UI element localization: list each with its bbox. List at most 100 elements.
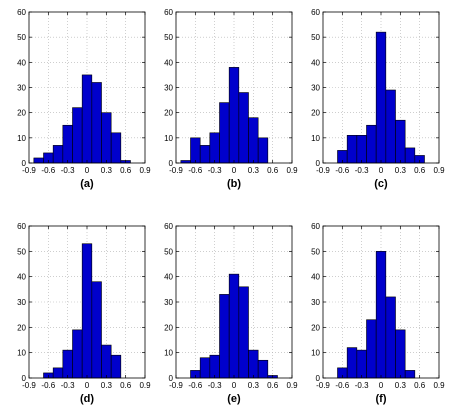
histogram-bar (52, 367, 64, 379)
x-tick-label: 0 (85, 166, 90, 175)
x-tick-label: -0.6 (335, 166, 349, 175)
y-tick-label: 60 (311, 8, 320, 17)
subplot-caption: (c) (374, 178, 388, 190)
x-tick-label: 0.9 (286, 166, 298, 175)
x-tick-label: -0.3 (355, 166, 369, 175)
histogram-bar (219, 102, 230, 164)
y-tick-label: 30 (311, 84, 320, 93)
x-tick-label: -0.6 (188, 381, 202, 390)
x-tick-label: -0.3 (61, 381, 75, 390)
x-tick-label: 0.3 (101, 381, 113, 390)
x-tick-label: -0.6 (41, 381, 55, 390)
x-tick-label: 0.9 (139, 381, 151, 390)
histogram-bar (81, 74, 93, 164)
y-tick-label: 60 (164, 8, 173, 17)
x-tick-label: 0.6 (267, 166, 279, 175)
histogram-bar (346, 135, 358, 164)
y-tick-label: 40 (311, 273, 320, 282)
subplot-caption: (d) (80, 393, 94, 405)
x-tick-label: 0.9 (286, 381, 298, 390)
x-tick-label: -0.6 (335, 381, 349, 390)
histogram-bar (110, 354, 122, 379)
histogram-bar (404, 370, 416, 379)
histogram-bar (52, 145, 64, 164)
y-tick-label: 40 (164, 58, 173, 67)
histogram-bar (366, 124, 377, 164)
histogram-bar (199, 357, 211, 379)
y-tick-label: 10 (164, 134, 173, 143)
histogram-bar (238, 286, 249, 379)
y-tick-label: 50 (17, 33, 26, 42)
histogram-bar (356, 135, 367, 164)
x-tick-label: -0.3 (208, 381, 222, 390)
x-tick-label: 0 (379, 166, 384, 175)
y-tick-label: 60 (17, 8, 26, 17)
x-tick-label: -0.9 (169, 381, 183, 390)
histogram-bar (101, 112, 112, 164)
histogram-bar (219, 294, 230, 379)
x-tick-label: 0.6 (120, 381, 132, 390)
y-tick-label: 0 (316, 159, 321, 168)
y-tick-label: 50 (311, 247, 320, 256)
x-tick-label: 0.6 (414, 381, 426, 390)
y-tick-label: 40 (311, 58, 320, 67)
y-tick-label: 40 (164, 273, 173, 282)
y-tick-label: 40 (17, 58, 26, 67)
histogram-bar (101, 344, 112, 379)
histogram-bar (72, 329, 83, 379)
histogram-bar (33, 157, 44, 164)
histogram-bar (209, 132, 220, 164)
x-tick-label: 0 (85, 381, 90, 390)
x-tick-label: -0.9 (169, 166, 183, 175)
y-tick-label: 30 (311, 298, 320, 307)
x-tick-label: 0 (232, 166, 237, 175)
subplot-a: -0.9 -0.6 -0.3 0 0.3 0.6 0.9 0 10 20 30 40 50 60 (a) (17, 8, 151, 190)
y-tick-label: 20 (164, 323, 173, 332)
x-tick-label: 0 (379, 381, 384, 390)
y-tick-label: 20 (164, 109, 173, 118)
y-tick-label: 30 (17, 84, 26, 93)
y-tick-label: 10 (17, 349, 26, 358)
x-tick-label: 0.3 (248, 166, 260, 175)
x-tick-label: -0.9 (22, 166, 36, 175)
y-tick-label: 50 (311, 33, 320, 42)
histogram-bar (81, 243, 93, 379)
histogram-bar (248, 117, 259, 164)
histogram-bar (110, 132, 122, 164)
y-tick-label: 10 (311, 134, 320, 143)
y-tick-label: 50 (164, 33, 173, 42)
subplot-e: -0.9 -0.6 -0.3 0 0.3 0.6 0.9 0 10 20 30 40 50 60 (e) (164, 222, 298, 405)
histogram-bar (395, 329, 406, 379)
y-tick-label: 30 (164, 298, 173, 307)
subplot-caption: (a) (80, 178, 94, 190)
histogram-bar (228, 273, 240, 379)
histogram-bar (248, 349, 259, 379)
y-tick-label: 0 (169, 159, 174, 168)
histogram-bar (404, 147, 416, 164)
x-tick-label: 0.3 (248, 381, 260, 390)
x-tick-label: 0.9 (433, 381, 445, 390)
histogram-bar (385, 89, 396, 164)
histogram-bar (238, 92, 249, 164)
x-tick-label: 0 (232, 381, 237, 390)
histogram-bar (257, 359, 269, 379)
x-tick-label: 0.3 (395, 166, 407, 175)
histogram-bar (91, 82, 102, 164)
histogram-bar (72, 107, 83, 164)
x-tick-label: -0.9 (316, 381, 330, 390)
x-tick-label: -0.3 (208, 166, 222, 175)
subplot-caption: (e) (227, 393, 241, 405)
histogram-bar (375, 251, 387, 379)
histogram-bar (62, 124, 73, 164)
subplot-d: -0.9 -0.6 -0.3 0 0.3 0.6 0.9 0 10 20 30 40 50 60 (d) (17, 222, 151, 405)
x-tick-label: 0.9 (433, 166, 445, 175)
x-tick-label: -0.9 (316, 166, 330, 175)
y-tick-label: 0 (22, 159, 27, 168)
subplot-f: -0.9 -0.6 -0.3 0 0.3 0.6 0.9 0 10 20 30 40 50 60 (f) (311, 222, 445, 405)
x-tick-label: -0.9 (22, 381, 36, 390)
y-tick-label: 60 (164, 222, 173, 231)
y-tick-label: 20 (311, 109, 320, 118)
y-tick-label: 10 (164, 349, 173, 358)
x-tick-label: -0.6 (41, 166, 55, 175)
